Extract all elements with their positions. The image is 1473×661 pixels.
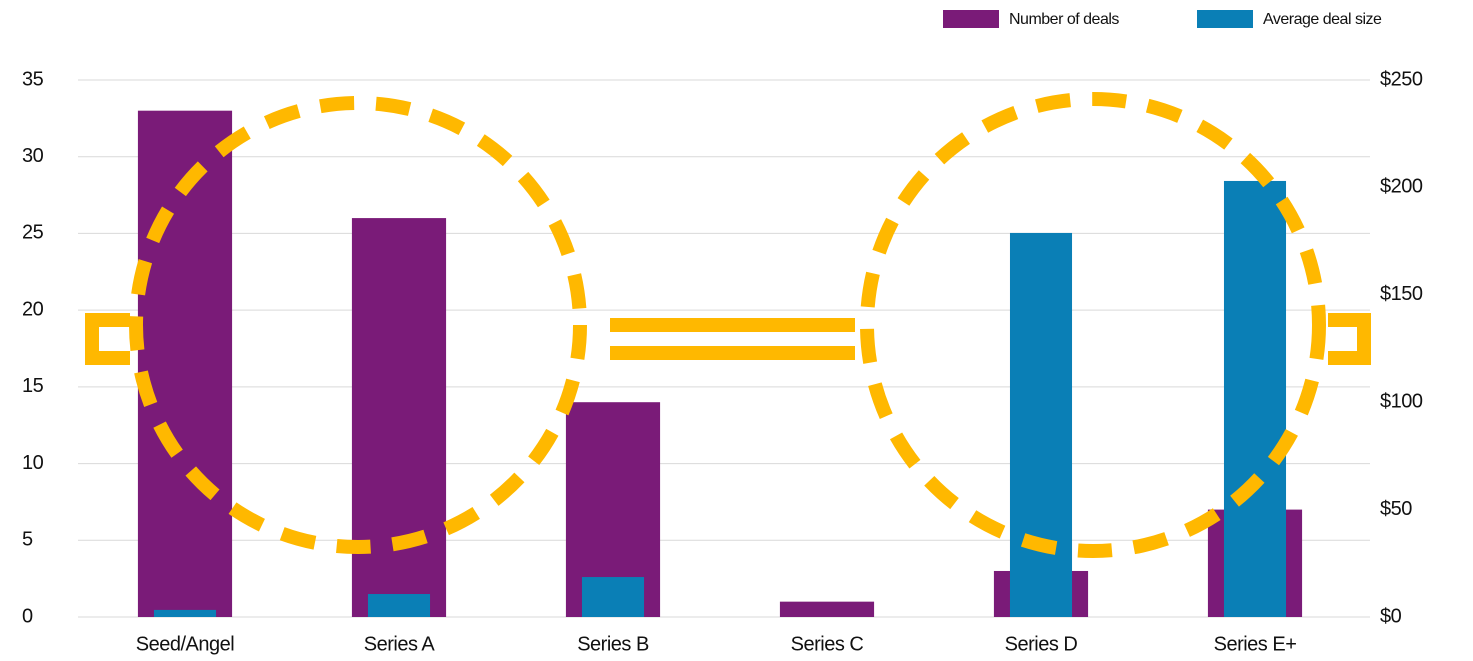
x-tick-label: Seed/Angel	[136, 633, 234, 655]
x-tick-label: Series E+	[1214, 633, 1297, 655]
x-tick-label: Series D	[1005, 633, 1078, 655]
y2-tick-label: $100	[1380, 390, 1423, 412]
y-tick-label: 5	[22, 529, 33, 551]
x-tick-label: Series A	[364, 633, 436, 655]
bracket	[1328, 313, 1371, 365]
dashed-circle	[129, 96, 587, 554]
bar	[779, 601, 875, 617]
bar	[367, 594, 431, 617]
y2-tick-label: $200	[1380, 176, 1423, 198]
y-tick-label: 10	[22, 452, 44, 474]
y2-tick-label: $0	[1380, 605, 1402, 627]
annotation-shapes	[85, 92, 1371, 558]
y2-tick-label: $150	[1380, 283, 1423, 305]
bar	[1223, 180, 1287, 617]
y-tick-label: 25	[22, 222, 44, 244]
bar	[351, 218, 447, 618]
y-tick-label: 35	[22, 68, 44, 90]
y-tick-label: 0	[22, 605, 33, 627]
bar	[1009, 232, 1073, 617]
legend-swatch	[1197, 10, 1253, 28]
legend-swatch	[943, 10, 999, 28]
dashed-circle	[860, 92, 1326, 558]
legend-label: Number of deals	[1009, 11, 1119, 28]
bar	[581, 577, 645, 617]
y-tick-label: 30	[22, 145, 44, 167]
legend-label: Average deal size	[1263, 11, 1382, 28]
y2-tick-label: $50	[1380, 498, 1412, 520]
y-tick-label: 20	[22, 298, 44, 320]
y2-tick-label: $250	[1380, 68, 1423, 90]
x-tick-label: Series C	[791, 633, 864, 655]
bracket	[85, 313, 130, 365]
bar	[153, 609, 217, 617]
y-tick-label: 15	[22, 375, 44, 397]
x-tick-label: Series B	[577, 633, 649, 655]
